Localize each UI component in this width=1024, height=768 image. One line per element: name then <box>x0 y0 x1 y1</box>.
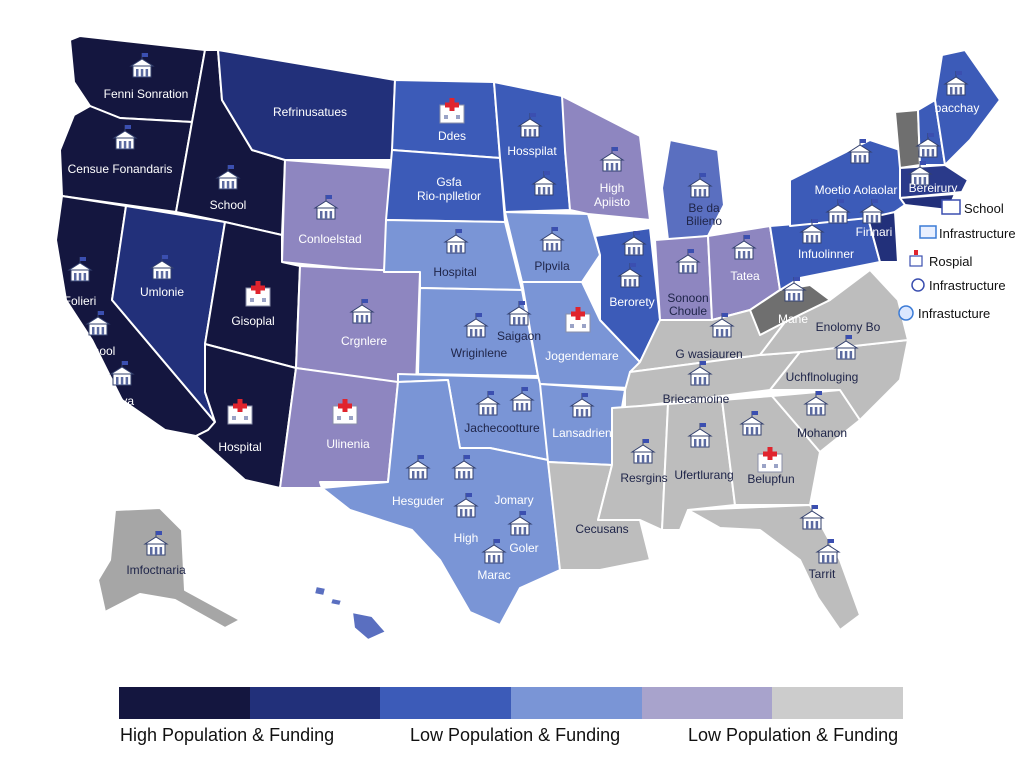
label-california-1: Folieri <box>64 294 97 308</box>
side-label-infrastructure-3: Infrastucture <box>918 306 990 321</box>
state-colorado[interactable] <box>295 265 421 387</box>
state-wyoming[interactable] <box>281 159 393 273</box>
state-maine[interactable] <box>934 49 1001 166</box>
label-minnesota: Hosspilat <box>507 144 557 158</box>
label-indiana-2: Choule <box>669 304 707 318</box>
label-south-dakota-1: Gsfa <box>436 175 462 189</box>
person-icon <box>911 278 925 292</box>
label-georgia: Belupfun <box>747 472 794 486</box>
label-missouri: Jogendemare <box>545 349 619 363</box>
label-alaska: Imfoctnaria <box>126 563 186 577</box>
label-ohio: Tatea <box>730 269 760 283</box>
label-wisconsin-2: Apiisto <box>594 195 630 209</box>
state-vermont[interactable] <box>894 109 921 169</box>
label-texas-1: Hesguder <box>392 494 444 508</box>
label-massachusetts: Bereirury <box>909 181 958 195</box>
label-texas-5: Marac <box>477 568 510 582</box>
label-missouri-2: Saigaon <box>497 329 541 343</box>
legend-swatch-3 <box>380 687 512 719</box>
label-montana: Refrinusatues <box>273 105 347 119</box>
legend-label-low-2: Low Population & Funding <box>688 725 899 745</box>
legend-swatch-4 <box>511 687 642 719</box>
side-label-infrastructure-1: Infrastructure <box>939 226 1016 241</box>
legend-label-low-1: Low Population & Funding <box>410 725 621 745</box>
label-california-2: School <box>79 344 116 358</box>
side-label-school: School <box>964 201 1004 216</box>
state-oregon[interactable] <box>59 105 193 213</box>
label-tennessee: Briecamoine <box>663 392 730 406</box>
state-new-jersey[interactable] <box>867 211 899 263</box>
label-alabama: Ufertlurang <box>674 468 733 482</box>
label-washington: Fenni Sonration <box>104 87 189 101</box>
label-florida: Tarrit <box>809 567 836 581</box>
label-kansas: Wriginlene <box>451 346 508 360</box>
color-legend <box>119 687 904 719</box>
state-alaska[interactable] <box>97 507 241 629</box>
label-pennsylvania: Infuolinner <box>798 247 854 261</box>
label-michigan-2: Bilieno <box>686 214 722 228</box>
label-nebraska: Hospital <box>433 265 476 279</box>
label-maine: bacchay <box>935 101 980 115</box>
state-texas[interactable] <box>321 379 561 626</box>
label-oklahoma: Jachecootture <box>464 421 540 435</box>
hawaii-islet <box>313 585 327 597</box>
label-oregon: Censue Fonandaris <box>68 162 173 176</box>
state-hawaii[interactable] <box>351 611 387 641</box>
state-florida[interactable] <box>687 504 861 631</box>
legend-swatch-1 <box>119 687 250 719</box>
label-new-jersey: Finnari <box>856 225 893 239</box>
label-texas-4: Goler <box>509 541 538 555</box>
label-illinois: Berorety <box>609 295 654 309</box>
label-kentucky: G wasiauren <box>675 347 742 361</box>
hospital-icon <box>909 255 923 267</box>
label-arkansas: Lansadrien <box>552 426 611 440</box>
label-colorado: Crgnlere <box>341 334 387 348</box>
side-label-infrastructure-2: Infrastructure <box>929 278 1006 293</box>
label-wisconsin-1: High <box>600 181 625 195</box>
state-new-mexico[interactable] <box>279 367 399 489</box>
school-icon <box>941 199 961 215</box>
label-utah: Gisoplal <box>231 314 274 328</box>
label-north-carolina: Uchflnoluging <box>786 370 859 384</box>
label-south-dakota-2: Rio-nplletior <box>417 189 481 203</box>
label-indiana-1: Sonoon <box>667 291 708 305</box>
label-idaho: School <box>210 198 247 212</box>
label-iowa: Plpvila <box>534 259 570 273</box>
side-key: School Infrastructure Rospial Infrastruc… <box>898 199 1016 321</box>
label-california-3: nava <box>108 394 134 408</box>
label-new-york: Moetio Aolaolar <box>815 183 898 197</box>
label-west-virginia: Mane <box>778 312 808 326</box>
legend-swatch-5 <box>641 687 773 719</box>
label-mississippi: Resrgins <box>620 471 667 485</box>
label-louisiana: Cecusans <box>575 522 628 536</box>
legend-swatch-6 <box>772 687 904 719</box>
label-wyoming: Conloelstad <box>298 232 361 246</box>
label-nevada: Umlonie <box>140 285 184 299</box>
label-michigan-1: Be da <box>688 201 720 215</box>
label-texas-2: Jomary <box>494 493 533 507</box>
label-arizona: Hospital <box>218 440 261 454</box>
label-north-dakota: Ddes <box>438 129 466 143</box>
label-south-carolina: Mohanon <box>797 426 847 440</box>
hawaii-islet <box>329 597 343 607</box>
label-virginia: Enolomy Bo <box>816 320 881 334</box>
legend-swatch-2 <box>249 687 381 719</box>
label-new-mexico: Ulinenia <box>326 437 370 451</box>
globe-icon <box>898 305 914 321</box>
label-texas-3: High <box>454 531 479 545</box>
legend-label-high: High Population & Funding <box>120 725 335 745</box>
side-label-rospial: Rospial <box>929 254 972 269</box>
monitor-icon <box>919 225 937 239</box>
